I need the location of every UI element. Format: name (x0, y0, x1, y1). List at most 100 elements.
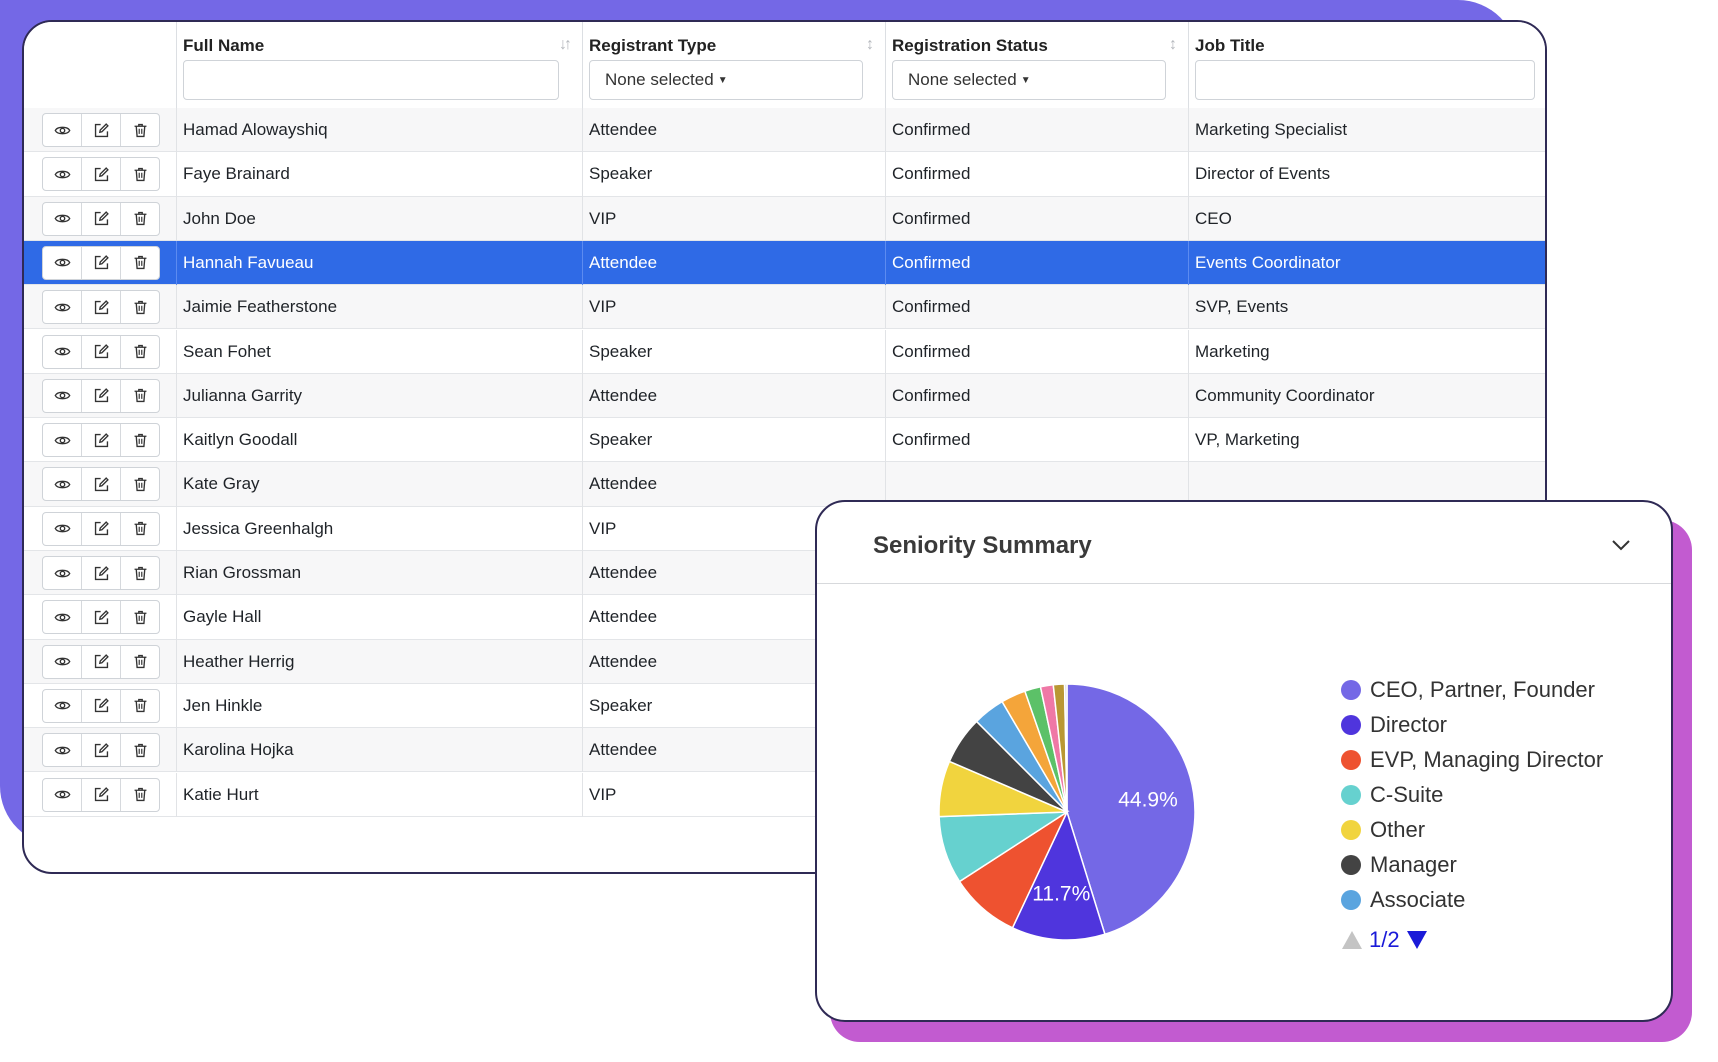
eye-button[interactable] (43, 690, 81, 722)
eye-button[interactable] (43, 557, 81, 589)
table-row[interactable]: Kate Gray Attendee (24, 462, 1545, 507)
eye-button[interactable] (43, 203, 81, 235)
sort-icon[interactable]: ↕ (1169, 36, 1177, 53)
trash-button[interactable] (120, 202, 159, 235)
row-actions (42, 157, 160, 192)
trash-button[interactable] (120, 601, 159, 634)
trash-button[interactable] (120, 778, 159, 811)
edit-button[interactable] (81, 379, 120, 412)
legend-item[interactable]: CEO, Partner, Founder (1341, 672, 1603, 707)
edit-icon (94, 565, 109, 580)
table-row[interactable]: Sean Fohet Speaker Confirmed Marketing (24, 329, 1545, 374)
eye-button[interactable] (43, 247, 81, 279)
legend-item[interactable]: Manager (1341, 847, 1603, 882)
edit-button[interactable] (81, 335, 120, 368)
trash-button[interactable] (120, 468, 159, 501)
column-header-full-name[interactable]: Full Name ↓↑ (176, 22, 582, 108)
triangle-up-icon[interactable] (1341, 930, 1363, 950)
legend-page-indicator: 1/2 (1369, 927, 1400, 952)
trash-button[interactable] (120, 424, 159, 457)
table-row[interactable]: Jaimie Featherstone VIP Confirmed SVP, Even… (24, 285, 1545, 330)
legend-item[interactable]: C-Suite (1341, 777, 1603, 812)
eye-button[interactable] (43, 336, 81, 368)
cell-registrant-type: VIP (582, 772, 885, 817)
table-row[interactable]: Faye Brainard Speaker Confirmed Director of… (24, 152, 1545, 197)
registration-status-filter-select[interactable]: None selected ▼ (892, 60, 1166, 100)
edit-icon (94, 654, 109, 669)
column-header-job-title[interactable]: Job Title (1188, 22, 1545, 108)
eye-icon (54, 170, 70, 179)
trash-button[interactable] (120, 246, 159, 279)
table-row[interactable]: Hamad Alowayshiq Attendee Confirmed Marketi… (24, 108, 1545, 153)
edit-button[interactable] (81, 645, 120, 678)
edit-button[interactable] (81, 291, 120, 324)
table-row[interactable]: Kaitlyn Goodall Speaker Confirmed VP, Marke… (24, 418, 1545, 463)
eye-button[interactable] (43, 291, 81, 323)
slice-value-label: 11.7% (1032, 883, 1090, 906)
trash-button[interactable] (120, 557, 159, 589)
column-header-registration-status[interactable]: Registration Status ↕ None selected ▼ (885, 22, 1188, 108)
eye-icon (54, 480, 70, 489)
edit-button[interactable] (81, 689, 120, 722)
edit-icon (94, 344, 109, 359)
row-actions (42, 600, 160, 635)
sort-icon[interactable]: ↕ (866, 36, 874, 53)
edit-button[interactable] (81, 246, 120, 279)
trash-button[interactable] (120, 512, 159, 545)
edit-button[interactable] (81, 557, 120, 589)
column-label: Full Name (183, 36, 265, 55)
trash-button[interactable] (120, 114, 159, 146)
sort-icon[interactable]: ↓↑ (559, 36, 572, 53)
eye-button[interactable] (43, 734, 81, 766)
legend-item[interactable]: EVP, Managing Director (1341, 742, 1603, 777)
edit-button[interactable] (81, 601, 120, 634)
edit-button[interactable] (81, 468, 120, 501)
edit-button[interactable] (81, 512, 120, 545)
eye-button[interactable] (43, 424, 81, 456)
eye-button[interactable] (43, 114, 81, 146)
edit-button[interactable] (81, 158, 120, 191)
legend-item[interactable]: Director (1341, 707, 1603, 742)
registrant-type-filter-select[interactable]: None selected ▼ (589, 60, 863, 100)
legend-item[interactable]: Other (1341, 812, 1603, 847)
job-title-filter-input[interactable] (1195, 60, 1535, 100)
legend-item[interactable]: Associate (1341, 882, 1603, 917)
eye-button[interactable] (43, 380, 81, 412)
trash-icon (134, 477, 146, 492)
table-row[interactable]: John Doe VIP Confirmed CEO (24, 196, 1545, 241)
cell-registrant-type: Attendee (582, 639, 885, 684)
edit-button[interactable] (81, 114, 120, 146)
trash-icon (134, 699, 146, 713)
triangle-down-icon[interactable] (1406, 930, 1428, 950)
trash-button[interactable] (120, 291, 159, 324)
table-row[interactable]: Hannah Favueau Attendee Confirmed Events Co… (24, 240, 1545, 286)
full-name-filter-input[interactable] (183, 60, 559, 100)
trash-button[interactable] (120, 734, 159, 767)
edit-button[interactable] (81, 734, 120, 767)
pie-slice[interactable] (1063, 683, 1068, 813)
chevron-down-icon[interactable] (1611, 538, 1631, 556)
trash-button[interactable] (120, 335, 159, 368)
legend-label: Associate (1370, 886, 1466, 912)
column-header-registrant-type[interactable]: Registrant Type ↕ None selected ▼ (582, 22, 885, 108)
eye-button[interactable] (43, 468, 81, 500)
pie-slice[interactable] (1066, 683, 1196, 936)
edit-button[interactable] (81, 424, 120, 457)
table-row[interactable]: Julianna Garrity Attendee Confirmed Communi… (24, 373, 1545, 419)
eye-icon (54, 746, 70, 755)
cell-job-title: CEO (1188, 196, 1545, 241)
eye-icon (54, 657, 70, 666)
pie-slice[interactable] (1011, 809, 1106, 941)
trash-button[interactable] (120, 379, 159, 412)
eye-button[interactable] (43, 646, 81, 678)
eye-button[interactable] (43, 513, 81, 545)
eye-button[interactable] (43, 158, 81, 190)
eye-button[interactable] (43, 601, 81, 633)
trash-button[interactable] (120, 645, 159, 678)
trash-button[interactable] (120, 158, 159, 191)
edit-button[interactable] (81, 778, 120, 811)
eye-button[interactable] (43, 779, 81, 811)
edit-button[interactable] (81, 202, 120, 235)
trash-button[interactable] (120, 689, 159, 722)
cell-registrant-type: Speaker (582, 152, 885, 197)
